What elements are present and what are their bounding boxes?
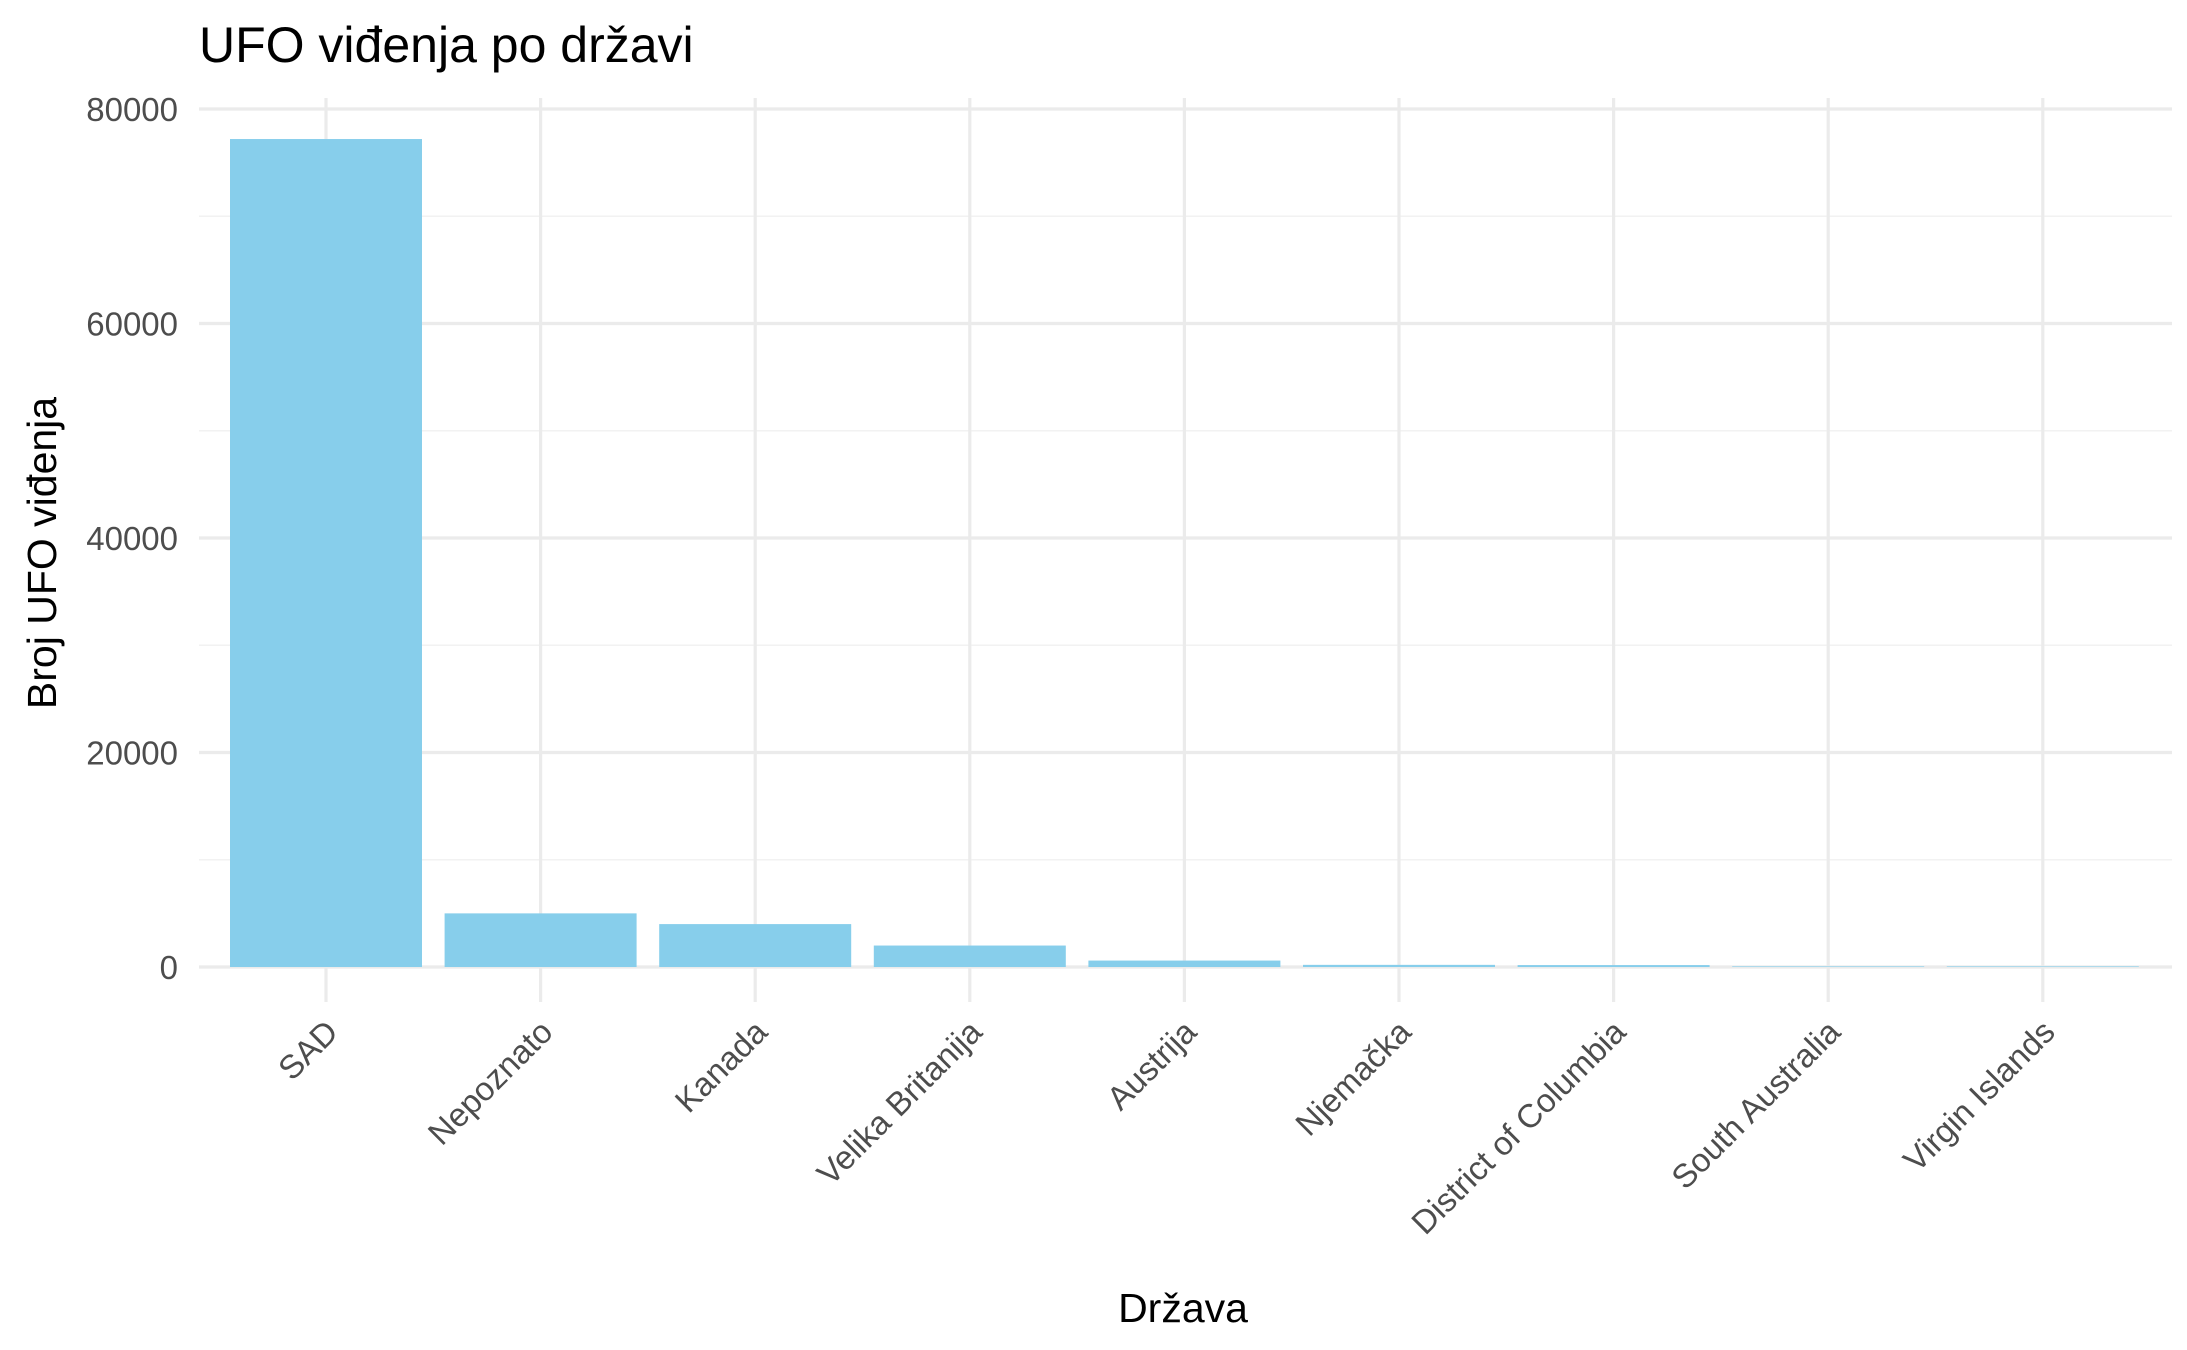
bar-sad [230,139,422,967]
y-tick-label: 80000 [86,91,178,128]
bar-velika-britanija [873,945,1066,967]
y-tick-label: 0 [160,949,178,986]
bar-south-australia [1732,966,1925,967]
y-axis-title: Broj UFO viđenja [19,397,65,709]
x-tick-label: Austrija [1099,1012,1203,1116]
y-tick-labels: 0 20000 40000 60000 80000 [86,91,178,986]
bar-kanada [659,924,852,967]
x-tick-label: Kanada [668,1012,775,1119]
x-axis-title: Država [1118,1285,1248,1331]
bar-virgin-islands [1946,966,2139,967]
bar-austrija [1088,960,1281,967]
y-tick-label: 20000 [86,735,178,772]
x-tick-label: Velika Britanija [810,1012,990,1192]
x-tick-label: Njemačka [1288,1012,1418,1142]
y-tick-label: 40000 [86,520,178,557]
x-tick-label: Virgin Islands [1896,1013,2062,1179]
x-tick-label: SAD [271,1013,345,1087]
x-tick-label: South Australia [1664,1012,1848,1196]
x-tick-label: Nepoznato [421,1013,560,1152]
x-tick-label: District of Columbia [1404,1012,1633,1241]
bar-nepoznato [444,913,637,967]
x-tick-labels: SAD Nepoznato Kanada Velika Britanija Austri… [271,1012,2062,1241]
bars [230,139,2139,967]
bar-njema-ka [1303,964,1495,967]
y-tick-label: 60000 [86,306,178,343]
grid-lines [199,98,2172,1002]
bar-district-of-columbia [1517,965,1710,967]
chart-title: UFO viđenja po državi [199,17,694,73]
